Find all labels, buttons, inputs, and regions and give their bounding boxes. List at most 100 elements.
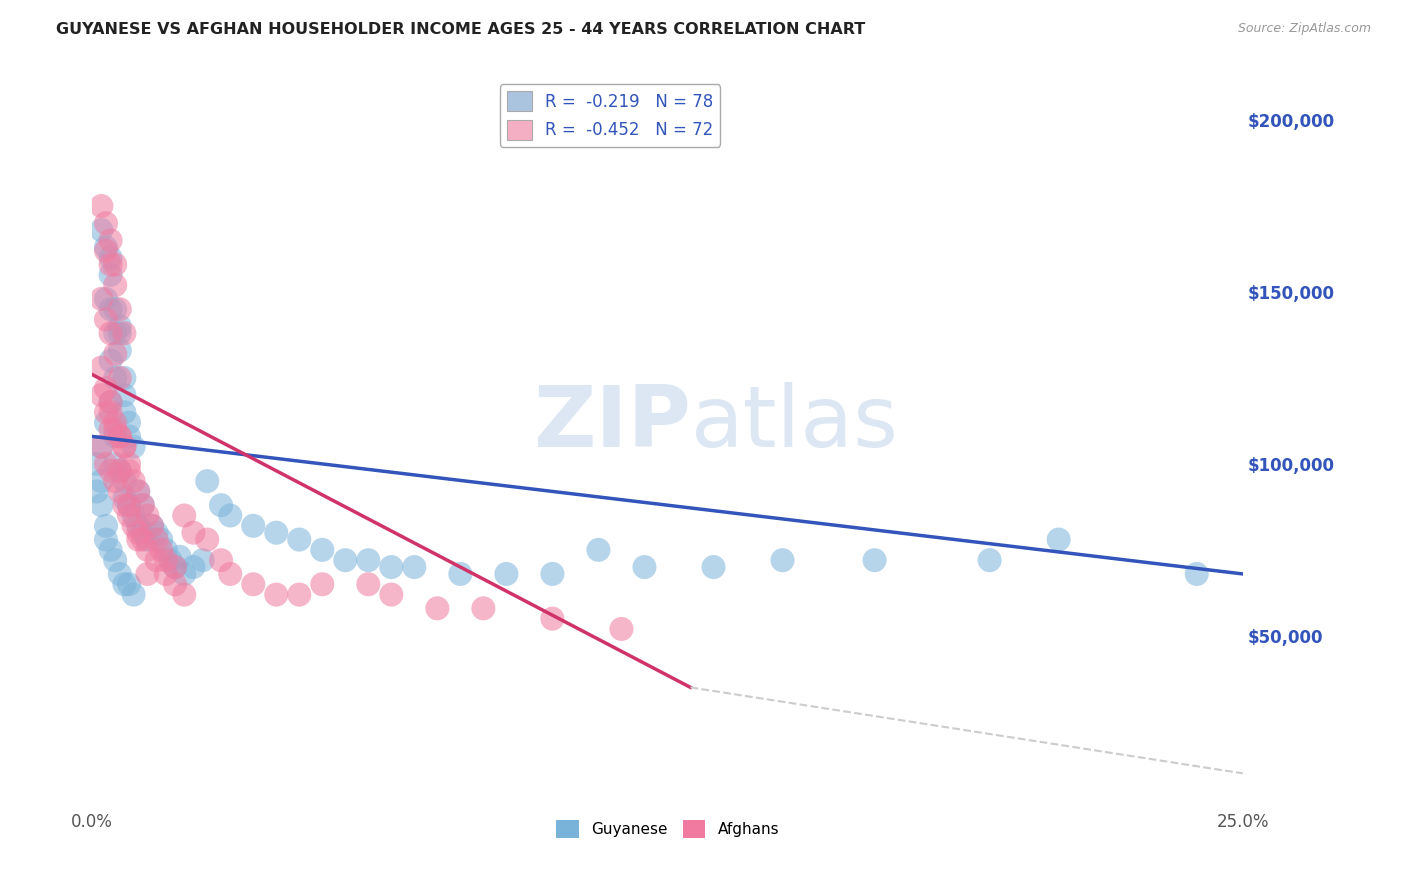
Point <box>100 353 122 368</box>
Point <box>311 542 333 557</box>
Point <box>264 525 287 540</box>
Point <box>100 542 122 557</box>
Point <box>136 533 159 547</box>
Point <box>183 560 205 574</box>
Point <box>127 518 149 533</box>
Point <box>90 440 112 454</box>
Point <box>357 553 380 567</box>
Point <box>264 588 287 602</box>
Point <box>122 508 145 523</box>
Point <box>108 464 131 478</box>
Point <box>90 199 112 213</box>
Point <box>219 566 242 581</box>
Point <box>311 577 333 591</box>
Point <box>90 360 112 375</box>
Point <box>112 371 135 385</box>
Point <box>1185 566 1208 581</box>
Text: Source: ZipAtlas.com: Source: ZipAtlas.com <box>1237 22 1371 36</box>
Point <box>449 566 471 581</box>
Point <box>219 508 242 523</box>
Point <box>104 347 127 361</box>
Point <box>86 457 108 471</box>
Point <box>169 549 191 564</box>
Point <box>191 553 214 567</box>
Point <box>104 553 127 567</box>
Point <box>136 542 159 557</box>
Point <box>380 560 402 574</box>
Point <box>127 525 149 540</box>
Point <box>288 588 311 602</box>
Point <box>118 464 141 478</box>
Point <box>100 258 122 272</box>
Point <box>112 474 135 488</box>
Point <box>90 474 112 488</box>
Point <box>100 464 122 478</box>
Point <box>104 429 127 443</box>
Point <box>118 457 141 471</box>
Point <box>183 525 205 540</box>
Point <box>357 577 380 591</box>
Point <box>118 498 141 512</box>
Point <box>118 498 141 512</box>
Point <box>100 395 122 409</box>
Point <box>702 560 724 574</box>
Point <box>94 244 117 258</box>
Point <box>104 423 127 437</box>
Point <box>104 457 127 471</box>
Point <box>108 429 131 443</box>
Point <box>108 484 131 499</box>
Point <box>150 542 173 557</box>
Point <box>118 416 141 430</box>
Point <box>108 326 131 341</box>
Point <box>100 405 122 419</box>
Point <box>541 612 564 626</box>
Point <box>100 251 122 265</box>
Text: ZIP: ZIP <box>533 382 690 465</box>
Point <box>104 302 127 317</box>
Point <box>94 533 117 547</box>
Point <box>118 577 141 591</box>
Point <box>404 560 426 574</box>
Point <box>209 498 232 512</box>
Point <box>104 278 127 293</box>
Point <box>90 292 112 306</box>
Point <box>127 484 149 499</box>
Point <box>136 566 159 581</box>
Point <box>100 395 122 409</box>
Point <box>100 423 122 437</box>
Point <box>541 566 564 581</box>
Point <box>141 518 163 533</box>
Point <box>242 518 264 533</box>
Point <box>288 533 311 547</box>
Point <box>633 560 655 574</box>
Point <box>127 484 149 499</box>
Point <box>94 518 117 533</box>
Point <box>132 525 155 540</box>
Point <box>145 525 167 540</box>
Point <box>104 258 127 272</box>
Point <box>335 553 357 567</box>
Point <box>108 429 131 443</box>
Point <box>94 405 117 419</box>
Point <box>127 533 149 547</box>
Point <box>108 371 131 385</box>
Point <box>94 381 117 395</box>
Point <box>118 508 141 523</box>
Point <box>90 440 112 454</box>
Point <box>155 542 177 557</box>
Point <box>112 577 135 591</box>
Point <box>163 560 186 574</box>
Point <box>1047 533 1070 547</box>
Point <box>195 474 218 488</box>
Point <box>112 491 135 506</box>
Point <box>122 440 145 454</box>
Point <box>94 416 117 430</box>
Point <box>104 326 127 341</box>
Point <box>772 553 794 567</box>
Point <box>100 234 122 248</box>
Point <box>132 498 155 512</box>
Point <box>104 371 127 385</box>
Point <box>112 388 135 402</box>
Point <box>100 302 122 317</box>
Point <box>145 533 167 547</box>
